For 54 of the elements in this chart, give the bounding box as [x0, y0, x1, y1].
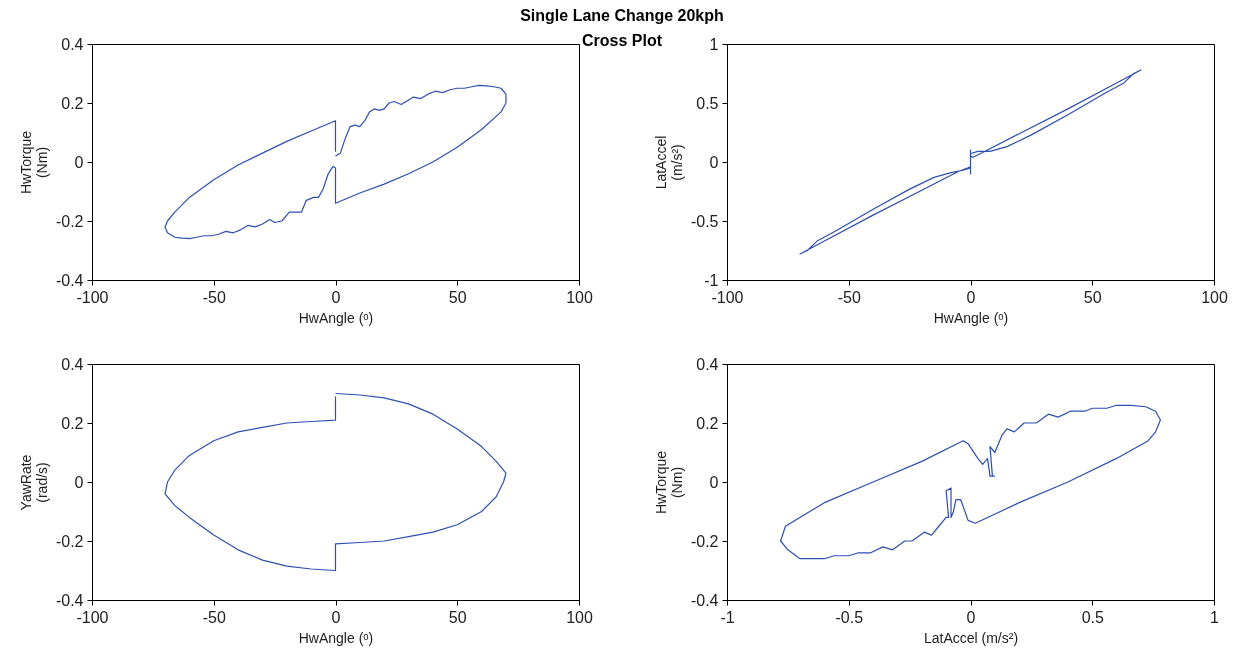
y-tick-label: -0.2 [55, 212, 84, 230]
x-tick-label: -50 [202, 608, 226, 626]
x-tick-label: 0.5 [1081, 608, 1104, 626]
y-tick-label: 1 [709, 35, 719, 53]
x-axis-title: HwAngle (ᵒ) [298, 309, 374, 326]
x-tick-label: 0 [966, 288, 976, 306]
y-tick-label: 0.4 [61, 355, 84, 373]
y-tick-label: 0.5 [696, 94, 719, 112]
text: Single Lane Change 20kph [520, 6, 724, 26]
x-tick-label: -100 [76, 608, 109, 626]
y-tick-label: -0.4 [55, 591, 84, 609]
x-axis-title: LatAccel (m/s²) [923, 629, 1019, 646]
line-series [779, 404, 1162, 560]
x-tick-label: 100 [566, 288, 593, 306]
y-tick-label: 0 [709, 153, 719, 171]
y-axis-title: YawRate (rad/s) [17, 454, 50, 511]
y-axis-title: HwTorque (Nm) [652, 450, 685, 515]
y-tick-label: 0.2 [61, 414, 84, 432]
x-axis-title: HwAngle (ᵒ) [298, 629, 374, 646]
x-tick-label: 100 [1201, 288, 1228, 306]
y-axis-title: LatAccel (m/s²) [652, 135, 685, 190]
x-tick-label: 100 [566, 608, 593, 626]
y-tick-label: -0.4 [55, 271, 84, 289]
y-tick-label: 0.2 [696, 414, 719, 432]
y-tick-label: 0.4 [696, 355, 719, 373]
y-axis-title: HwTorque (Nm) [17, 130, 50, 195]
y-tick-label: -0.2 [55, 532, 84, 550]
line-series [799, 69, 1142, 255]
x-tick-label: 50 [448, 608, 467, 626]
x-tick-label: 0 [966, 608, 976, 626]
x-tick-label: -1 [720, 608, 735, 626]
line-series [164, 84, 507, 240]
x-tick-label: -0.5 [835, 608, 864, 626]
y-tick-label: 0.4 [61, 35, 84, 53]
x-tick-label: -100 [711, 288, 744, 306]
y-tick-label: 0 [74, 473, 84, 491]
x-axis-title: HwAngle (ᵒ) [933, 309, 1009, 326]
y-tick-label: -1 [704, 271, 719, 289]
x-tick-label: -50 [837, 288, 861, 306]
x-tick-label: -100 [76, 288, 109, 306]
y-tick-label: -0.4 [690, 591, 719, 609]
x-tick-label: 1 [1210, 608, 1220, 626]
x-tick-label: 50 [1083, 288, 1102, 306]
text: Cross Plot [581, 31, 662, 51]
line-series [164, 392, 507, 572]
y-tick-label: -0.2 [690, 532, 719, 550]
x-tick-label: 50 [448, 288, 467, 306]
x-tick-label: 0 [331, 608, 341, 626]
y-tick-label: 0 [709, 473, 719, 491]
y-tick-label: 0.2 [61, 94, 84, 112]
x-tick-label: 0 [331, 288, 341, 306]
x-tick-label: -50 [202, 288, 226, 306]
y-tick-label: -0.5 [690, 212, 719, 230]
y-tick-label: 0 [74, 153, 84, 171]
